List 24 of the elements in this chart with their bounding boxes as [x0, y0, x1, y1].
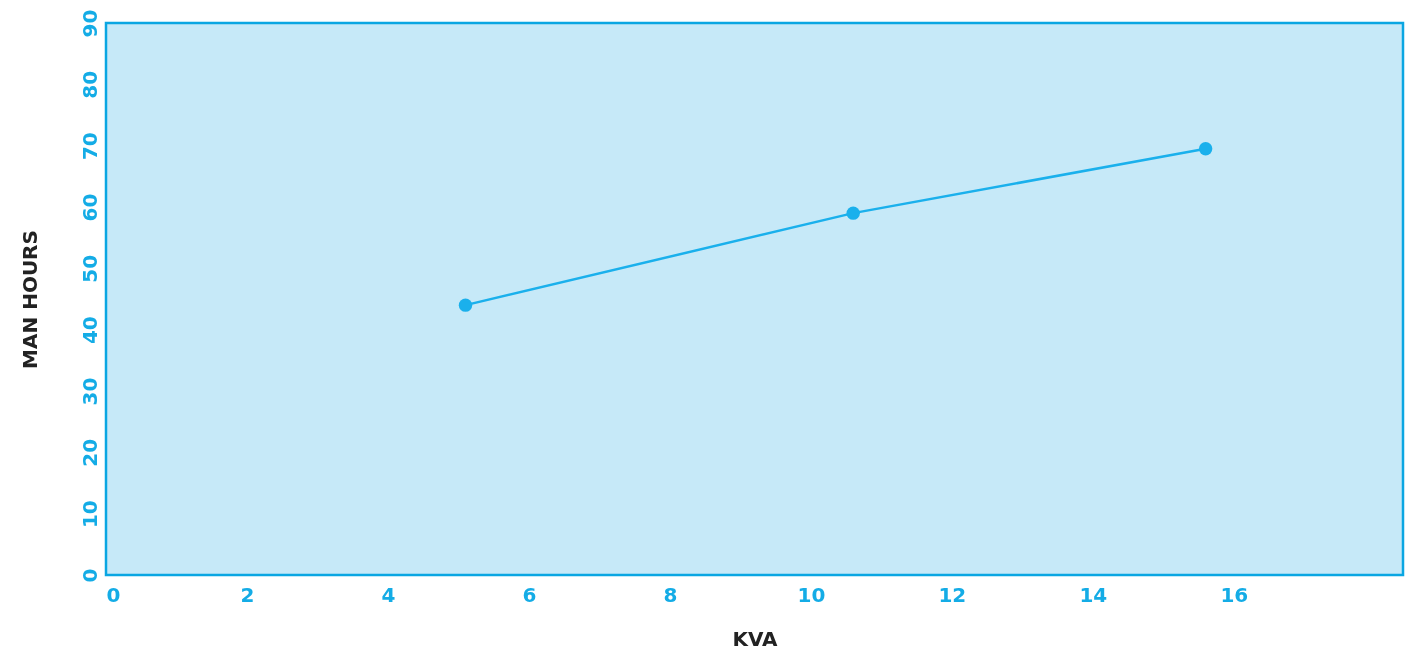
x-tick-label: 10 — [797, 582, 826, 607]
x-tick-label: 8 — [663, 582, 678, 607]
y-tick-label: 30 — [77, 377, 102, 406]
y-tick-label: 10 — [77, 500, 102, 529]
x-axis-title: KVA — [732, 626, 779, 651]
point — [1198, 142, 1213, 156]
y-tick-label: 20 — [77, 438, 102, 467]
y-tick-label: 40 — [77, 316, 102, 345]
point — [846, 206, 860, 220]
x-tick-label: 16 — [1220, 582, 1249, 607]
x-tick-label: 12 — [938, 582, 967, 607]
x-tick-label: 2 — [240, 582, 255, 607]
y-tick-label: 80 — [77, 70, 102, 99]
y-tick-label: 50 — [77, 254, 102, 283]
y-tick-label: 60 — [77, 193, 102, 222]
y-tick-label: 70 — [77, 132, 102, 161]
y-axis-title: MAN HOURS — [17, 230, 42, 369]
y-tick-label: 90 — [77, 9, 102, 38]
x-tick-label: 4 — [381, 582, 396, 607]
y-tick-label: 0 — [77, 568, 102, 583]
x-tick-label: 14 — [1079, 582, 1108, 607]
x-tick-label: 0 — [106, 582, 121, 607]
point — [458, 298, 473, 312]
x-tick-label: 6 — [522, 582, 537, 607]
